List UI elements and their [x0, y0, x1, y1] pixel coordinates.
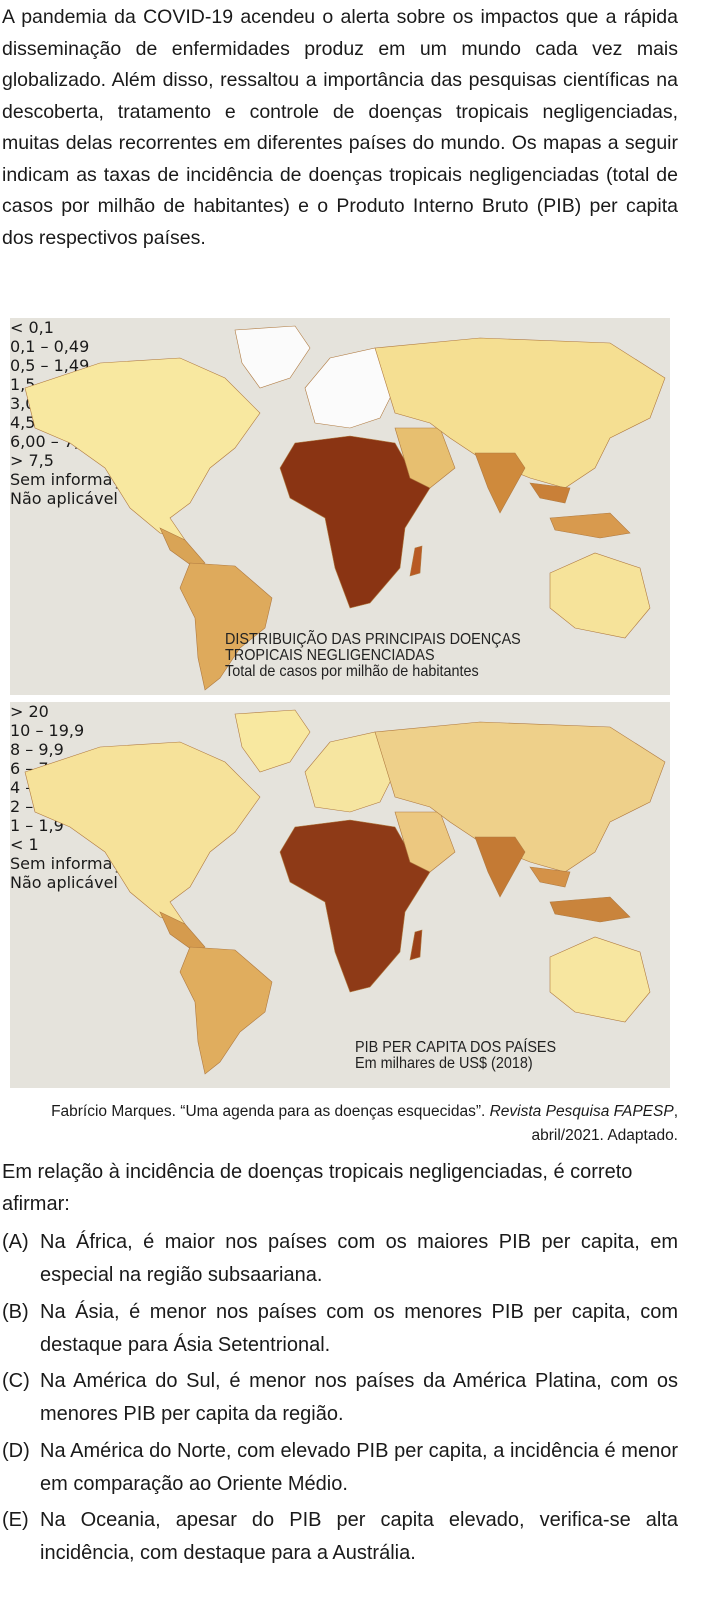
legend-item: Não aplicável [10, 489, 670, 508]
legend-item: < 1 [10, 835, 670, 854]
legend-label: 0,1 – 0,49 [10, 337, 90, 356]
option-letter: (E) [2, 1509, 29, 1531]
region-na [24, 741, 261, 925]
map-title-block: DISTRIBUIÇÃO DAS PRINCIPAIS DOENÇAS TROPI… [225, 632, 554, 680]
legend-item: 10 – 19,9 [10, 721, 670, 740]
region-greenland [234, 709, 311, 773]
legend-item: 8 – 9,9 [10, 740, 670, 759]
source-caption: Fabrício Marques. “Uma agenda para as do… [2, 1100, 678, 1148]
question: Em relação à incidência de doenças tropi… [2, 1161, 633, 1215]
region-ins [549, 896, 631, 923]
region-eu [304, 731, 396, 813]
region-sa [179, 562, 273, 691]
option: (D) Na América do Norte, com elevado PIB … [2, 1435, 678, 1501]
option-text: Na América do Sul, é menor nos países da… [40, 1370, 678, 1425]
legend-item: Sem informação [10, 470, 670, 489]
map-title: DISTRIBUIÇÃO DAS PRINCIPAIS DOENÇAS [225, 631, 521, 648]
region-au [549, 936, 651, 1023]
option: (B) Na Ásia, é menor nos países com os me… [2, 1296, 678, 1362]
region-na [24, 357, 261, 541]
legend-item: 0,1 – 0,49 [10, 337, 670, 356]
region-af [279, 435, 431, 609]
legend-label: Sem informação [10, 854, 141, 873]
legend-label: > 20 [10, 702, 49, 721]
legend-label: 8 – 9,9 [10, 740, 64, 759]
option-text: Na América do Norte, com elevado PIB per… [40, 1439, 678, 1495]
legend-item: > 7,5 [10, 451, 670, 470]
legend-item: Não aplicável [10, 873, 670, 892]
legend-item: > 20 [10, 702, 670, 721]
map-subtitle: Total de casos por milhão de habitantes [225, 663, 479, 680]
region-eu [304, 347, 396, 429]
option-text: Na África, é maior nos países com os mai… [40, 1231, 678, 1286]
option: (E) Na Oceania, apesar do PIB per capita … [2, 1504, 678, 1570]
region-me [394, 427, 456, 489]
legend-label: > 7,5 [10, 451, 54, 470]
legend-label: < 1 [10, 835, 39, 854]
region-in [474, 452, 526, 514]
legend-label: Sem informação [10, 470, 141, 489]
legend-label: < 0,1 [10, 318, 54, 337]
region-au [549, 552, 651, 639]
option-letter: (A) [2, 1231, 29, 1253]
legend-item: < 0,1 [10, 318, 670, 337]
legend-item: 0,5 – 1,49 [10, 356, 670, 375]
legend-label: 0,5 – 1,49 [10, 356, 90, 375]
source-rest: , abril/2021. Adaptado. [531, 1103, 678, 1144]
region-sea [529, 866, 571, 888]
region-sea [529, 482, 571, 504]
legend-label: Não aplicável [10, 873, 118, 892]
region-af [279, 819, 431, 993]
region-ca [159, 527, 206, 569]
region-in [474, 836, 526, 898]
legend-item: Sem informação [10, 854, 670, 873]
map-title: PIB PER CAPITA DOS PAÍSES [355, 1039, 557, 1056]
region-ins [549, 512, 631, 539]
option-text: Na Ásia, é menor nos países com os menor… [40, 1300, 678, 1356]
region-mad [409, 545, 423, 577]
option: (A) Na África, é maior nos países com os … [2, 1226, 678, 1292]
option-text: Na Oceania, apesar do PIB per capita ele… [40, 1509, 678, 1564]
map-title-block: PIB PER CAPITA DOS PAÍSES Em milhares de … [355, 1040, 578, 1072]
intro-text: A pandemia da COVID-19 acendeu o alerta … [2, 6, 678, 249]
option-letter: (D) [2, 1439, 30, 1462]
option-letter: (B) [2, 1300, 29, 1323]
legend-item: 1 – 1,9 [10, 816, 670, 835]
option: (C) Na América do Sul, é menor nos países… [2, 1365, 678, 1431]
option-letter: (C) [2, 1370, 30, 1392]
region-me [394, 811, 456, 873]
legend-label: 1 – 1,9 [10, 816, 64, 835]
source-author: Fabrício Marques. “Uma agenda para as do… [51, 1103, 490, 1120]
region-ca [159, 911, 206, 953]
region-sa [179, 946, 273, 1075]
map-subtitle: Em milhares de US$ (2018) [355, 1055, 533, 1072]
map-disease: < 0,10,1 – 0,490,5 – 1,491,5 – 2,993,00 … [10, 318, 670, 695]
map-graphic [24, 709, 666, 1075]
region-mad [409, 929, 423, 961]
legend-label: Não aplicável [10, 489, 118, 508]
map-graphic [24, 325, 666, 691]
source-journal: Revista Pesquisa FAPESP [489, 1103, 674, 1120]
legend-label: 10 – 19,9 [10, 721, 85, 740]
map-title: TROPICAIS NEGLIGENCIADAS [225, 647, 435, 664]
region-greenland [234, 325, 311, 389]
